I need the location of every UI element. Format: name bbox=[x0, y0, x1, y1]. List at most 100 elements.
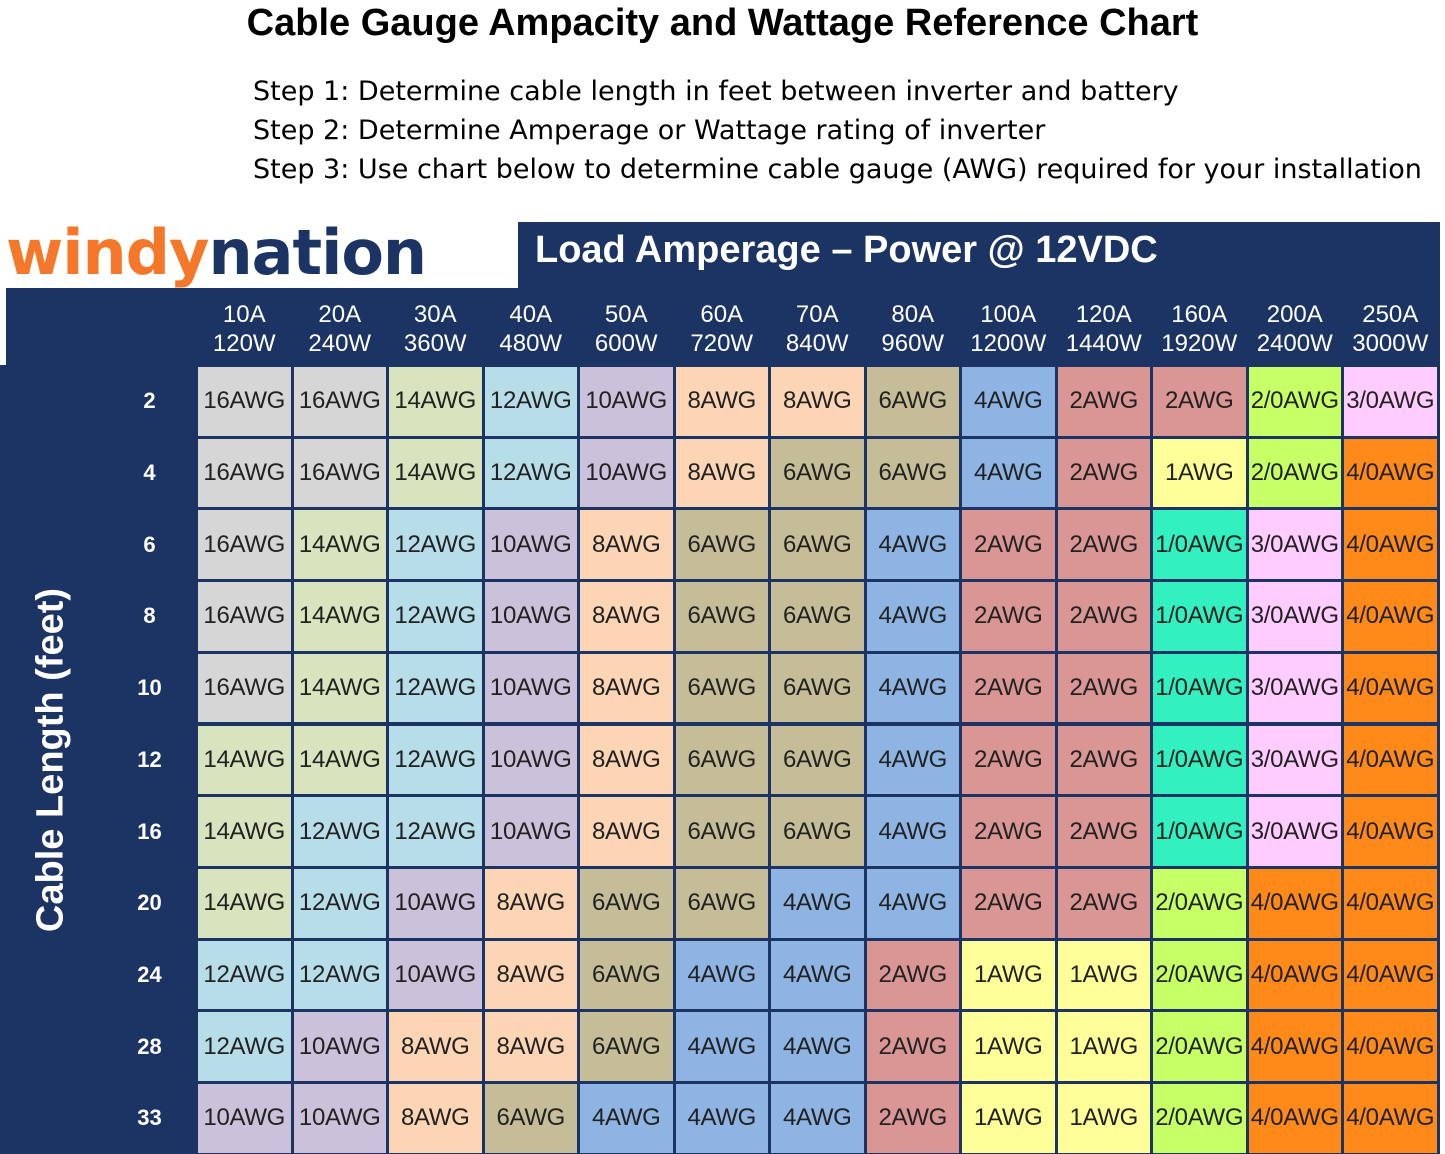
gauge-cell: 14AWG bbox=[293, 653, 386, 723]
gauge-cell: 1AWG bbox=[962, 1012, 1055, 1081]
column-watts: 1200W bbox=[970, 330, 1047, 357]
column-header: 250A 3000W bbox=[1344, 294, 1437, 364]
gauge-cell: 6AWG bbox=[484, 1084, 577, 1153]
column-header: 20A 240W bbox=[294, 294, 387, 364]
row-length-label: 33 bbox=[137, 1105, 162, 1131]
gauge-cell: 6AWG bbox=[675, 725, 768, 795]
gauge-cell: 8AWG bbox=[580, 725, 673, 795]
gauge-cell: 2/0AWG bbox=[1153, 1084, 1246, 1153]
gauge-cell: 4AWG bbox=[771, 868, 864, 938]
gauge-cell: 1AWG bbox=[1057, 1012, 1150, 1081]
gauge-cell: 4/0AWG bbox=[1344, 725, 1437, 795]
gauge-cell: 14AWG bbox=[293, 725, 386, 795]
gauge-cell: 4/0AWG bbox=[1344, 1084, 1437, 1153]
gauge-cell: 8AWG bbox=[580, 797, 673, 866]
gauge-cell: 2AWG bbox=[866, 940, 959, 1010]
gauge-cell: 2AWG bbox=[962, 797, 1055, 866]
gauge-cell: 8AWG bbox=[580, 653, 673, 723]
gauge-cell: 16AWG bbox=[198, 367, 291, 436]
gauge-cell: 14AWG bbox=[198, 797, 291, 866]
gauge-cell: 4AWG bbox=[962, 367, 1055, 436]
cable-length-axis: Cable Length (feet) bbox=[0, 365, 101, 1154]
gauge-cell: 2AWG bbox=[1057, 725, 1150, 795]
gauge-cell: 8AWG bbox=[484, 940, 577, 1010]
gauge-cell: 1AWG bbox=[962, 940, 1055, 1010]
gauge-cell: 6AWG bbox=[771, 510, 864, 580]
column-watts: 600W bbox=[594, 330, 658, 357]
column-watts: 360W bbox=[403, 330, 467, 357]
step-3: Step 3: Use chart below to determine cab… bbox=[253, 154, 1422, 185]
gauge-cell: 2/0AWG bbox=[1248, 438, 1341, 508]
gauge-cell: 2/0AWG bbox=[1153, 940, 1246, 1010]
gauge-cell: 6AWG bbox=[580, 1012, 673, 1081]
gauge-cell: 1/0AWG bbox=[1153, 582, 1246, 651]
gauge-cell: 12AWG bbox=[293, 940, 386, 1010]
gauge-cell: 2AWG bbox=[1153, 367, 1246, 436]
column-header: 50A 600W bbox=[580, 294, 673, 364]
gauge-cell: 2AWG bbox=[866, 1012, 959, 1081]
row-length-label: 12 bbox=[137, 746, 162, 772]
column-watts: 2400W bbox=[1256, 330, 1333, 357]
gauge-cell: 2AWG bbox=[1057, 653, 1150, 723]
row-length-label: 10 bbox=[137, 675, 162, 701]
gauge-cell: 6AWG bbox=[580, 940, 673, 1010]
gauge-cell: 6AWG bbox=[771, 438, 864, 508]
gauge-cell: 2AWG bbox=[962, 725, 1055, 795]
gauge-cell: 8AWG bbox=[675, 367, 768, 436]
column-amps: 250A bbox=[1362, 301, 1419, 328]
gauge-cell: 12AWG bbox=[389, 653, 482, 723]
gauge-cell: 3/0AWG bbox=[1248, 582, 1341, 651]
load-amperage-header: Load Amperage – Power @ 12VDC bbox=[518, 222, 1440, 292]
gauge-cell: 1AWG bbox=[962, 1084, 1055, 1153]
column-watts: 840W bbox=[785, 330, 849, 357]
column-amps: 200A bbox=[1266, 301, 1323, 328]
gauge-cell: 12AWG bbox=[389, 725, 482, 795]
gauge-cell: 8AWG bbox=[389, 1084, 482, 1153]
gauge-cell: 12AWG bbox=[389, 797, 482, 866]
gauge-cell: 10AWG bbox=[580, 367, 673, 436]
row-length-label: 24 bbox=[137, 961, 162, 987]
row-length-label: 4 bbox=[143, 460, 156, 486]
gauge-cell: 14AWG bbox=[389, 438, 482, 508]
gauge-cell: 4AWG bbox=[675, 1012, 768, 1081]
gauge-cell: 12AWG bbox=[484, 438, 577, 508]
gauge-cell: 12AWG bbox=[293, 868, 386, 938]
load-amperage-header-text: Load Amperage – Power @ 12VDC bbox=[535, 229, 1158, 271]
gauge-cell: 4/0AWG bbox=[1248, 940, 1341, 1010]
gauge-cell: 12AWG bbox=[293, 797, 386, 866]
gauge-cell: 14AWG bbox=[198, 868, 291, 938]
column-header: 60A 720W bbox=[676, 294, 769, 364]
row-length-label: 28 bbox=[137, 1033, 162, 1059]
gauge-cell: 4/0AWG bbox=[1344, 438, 1437, 508]
column-header: 200A 2400W bbox=[1249, 294, 1342, 364]
column-watts: 120W bbox=[212, 330, 276, 357]
gauge-cell: 4/0AWG bbox=[1344, 1012, 1437, 1081]
gauge-cell: 6AWG bbox=[675, 653, 768, 723]
column-watts: 1440W bbox=[1065, 330, 1142, 357]
column-amps: 70A bbox=[795, 301, 839, 328]
column-watts: 720W bbox=[690, 330, 754, 357]
column-amps: 60A bbox=[700, 301, 744, 328]
gauge-cell: 14AWG bbox=[198, 725, 291, 795]
gauge-cell: 2/0AWG bbox=[1248, 367, 1341, 436]
logo-part-nation: nation bbox=[208, 218, 427, 288]
gauge-cell: 4/0AWG bbox=[1344, 653, 1437, 723]
gauge-cell: 8AWG bbox=[580, 582, 673, 651]
column-header: 120A 1440W bbox=[1058, 294, 1151, 364]
gauge-cell: 6AWG bbox=[866, 367, 959, 436]
column-header: 160A 1920W bbox=[1153, 294, 1246, 364]
gauge-cell: 16AWG bbox=[198, 653, 291, 723]
gauge-cell: 1/0AWG bbox=[1153, 797, 1246, 866]
gauge-cell: 1/0AWG bbox=[1153, 510, 1246, 580]
gauge-cell: 10AWG bbox=[484, 582, 577, 651]
column-watts: 960W bbox=[881, 330, 945, 357]
gauge-cell: 4AWG bbox=[675, 940, 768, 1010]
windynation-logo: windynation bbox=[6, 218, 518, 288]
gauge-cell: 2/0AWG bbox=[1153, 868, 1246, 938]
gauge-cell: 12AWG bbox=[198, 940, 291, 1010]
gauge-cell: 3/0AWG bbox=[1248, 725, 1341, 795]
row-length-label: 20 bbox=[137, 890, 162, 916]
gauge-cell: 4AWG bbox=[866, 510, 959, 580]
column-header: 40A 480W bbox=[485, 294, 578, 364]
gauge-cell: 4/0AWG bbox=[1344, 868, 1437, 938]
